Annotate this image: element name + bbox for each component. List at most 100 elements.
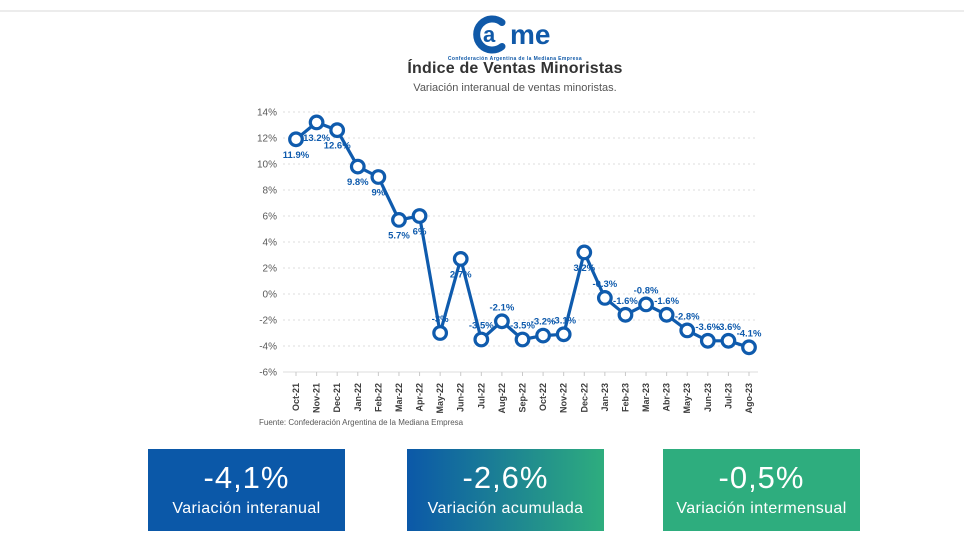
data-point-marker — [494, 313, 510, 330]
y-tick-label: 6% — [263, 212, 278, 223]
page-title: Índice de Ventas Minoristas — [407, 60, 623, 77]
data-point-marker — [411, 208, 428, 224]
data-point-marker — [391, 211, 407, 228]
data-point-label: 11.9% — [283, 150, 310, 161]
data-point-marker — [555, 326, 572, 343]
card-label: Variación intermensual — [676, 500, 847, 518]
data-point-label: 12.6% — [324, 141, 351, 152]
card-value: -2,6% — [462, 459, 549, 495]
y-tick-label: 12% — [257, 134, 277, 145]
data-point-label: -3.2% — [531, 317, 556, 328]
chart-subtitle: Variación interanual de ventas minorista… — [413, 82, 617, 94]
data-point-marker — [473, 331, 490, 348]
x-tick-label: Oct-21 — [291, 383, 301, 411]
summary-card-acumulada: -2,6% Variación acumulada — [407, 449, 604, 531]
data-point-label: 5.7% — [388, 230, 410, 241]
y-tick-label: 2% — [263, 264, 278, 275]
x-tick-label: Nov-21 — [312, 383, 322, 413]
data-point-marker — [452, 250, 469, 267]
data-point-label: 9% — [371, 188, 385, 199]
x-tick-label: Jun-22 — [456, 383, 466, 412]
data-point-label: -0.3% — [592, 279, 617, 290]
data-point-label: -2.1% — [489, 302, 514, 313]
data-point-label: -1.6% — [654, 296, 679, 307]
data-point-label: 2.7% — [450, 269, 472, 280]
y-tick-label: 4% — [263, 238, 278, 249]
card-label: Variación acumulada — [427, 500, 584, 518]
data-point-marker — [576, 244, 593, 261]
x-tick-label: Jan-22 — [353, 383, 363, 412]
y-tick-label: 10% — [257, 160, 277, 171]
x-tick-label: Jul-23 — [723, 383, 733, 409]
x-tick-label: Mar-22 — [394, 383, 404, 412]
x-tick-label: Ago-23 — [744, 383, 754, 414]
logo-c-ring — [473, 15, 506, 54]
source-note: Fuente: Confederación Argentina de la Me… — [259, 418, 464, 427]
data-point-marker — [617, 306, 634, 323]
summary-card-interanual: -4,1% Variación interanual — [148, 449, 345, 531]
x-tick-label: Abr-23 — [662, 383, 672, 412]
card-value: -4,1% — [203, 459, 290, 495]
x-tick-label: Feb-23 — [620, 383, 630, 412]
data-point-label: -3.6% — [695, 322, 720, 333]
data-point-marker — [432, 325, 449, 341]
data-point-label: -0.8% — [634, 285, 659, 296]
data-point-marker — [288, 131, 304, 148]
data-point-label: -3% — [432, 314, 449, 325]
data-point-marker — [720, 332, 737, 349]
x-tick-label: Sep-22 — [518, 383, 528, 413]
data-point-marker — [329, 122, 346, 139]
summary-cards-row: -4,1% Variación interanual -2,6% Variaci… — [0, 449, 964, 531]
y-tick-label: 0% — [263, 290, 278, 301]
x-tick-label: Apr-22 — [415, 383, 425, 412]
data-point-marker — [699, 332, 716, 349]
logo-letters-me: me — [510, 19, 550, 50]
data-point-label: -4.1% — [737, 328, 762, 339]
came-logo: a me Confederación Argentina de la Media… — [405, 13, 625, 62]
y-tick-label: -2% — [259, 316, 277, 327]
data-point-label: 3.2% — [573, 263, 595, 274]
x-tick-label: Feb-22 — [373, 383, 383, 412]
summary-card-intermensual: -0,5% Variación intermensual — [663, 449, 860, 531]
data-point-marker — [535, 327, 551, 344]
data-point-marker — [514, 331, 531, 348]
x-tick-label: Jan-23 — [600, 383, 610, 412]
data-point-marker — [638, 296, 654, 313]
data-point-label: -2.8% — [675, 311, 700, 322]
y-tick-label: 14% — [257, 108, 277, 119]
logo-tagline: Confederación Argentina de la Mediana Em… — [447, 56, 583, 62]
data-point-label: 13.2% — [303, 133, 330, 144]
logo-letter-a: a — [483, 22, 496, 47]
x-tick-label: Oct-22 — [538, 383, 548, 411]
data-point-label: -3.5% — [469, 321, 494, 332]
retail-sales-line-chart: 14% 12% 10% 8% 6% 4% 2% 0% -2% -4% -6% Oct-21 Nov-21… — [257, 108, 762, 414]
data-point-marker — [596, 289, 613, 306]
data-point-label: -3.1% — [551, 315, 576, 326]
data-point-label: 9.8% — [347, 177, 369, 188]
data-point-label: -3.6% — [716, 322, 741, 333]
data-point-marker — [308, 114, 325, 131]
card-value: -0,5% — [718, 459, 805, 495]
x-tick-label: Nov-22 — [559, 383, 569, 413]
y-tick-label: -6% — [259, 368, 277, 379]
data-point-marker — [349, 158, 366, 175]
came-logo-mark: a me — [473, 15, 550, 54]
x-tick-label: May-22 — [435, 383, 445, 414]
x-tick-label: Dec-21 — [332, 383, 342, 413]
data-point-marker — [370, 169, 387, 185]
data-point-label: 6% — [413, 227, 427, 238]
top-divider-line — [0, 10, 964, 12]
x-tick-label: Jun-23 — [703, 383, 713, 412]
data-point-marker — [679, 322, 696, 339]
x-tick-label: May-23 — [682, 383, 692, 414]
data-point-marker — [658, 306, 675, 323]
x-tick-label: Dec-22 — [579, 383, 589, 413]
card-label: Variación interanual — [172, 500, 321, 518]
data-point-label: -3.5% — [510, 321, 535, 332]
y-tick-label: 8% — [263, 186, 278, 197]
data-point-marker — [741, 339, 757, 356]
x-tick-label: Jul-22 — [476, 383, 486, 409]
data-point-label: -1.6% — [613, 296, 638, 307]
x-tick-label: Aug-22 — [497, 383, 507, 414]
